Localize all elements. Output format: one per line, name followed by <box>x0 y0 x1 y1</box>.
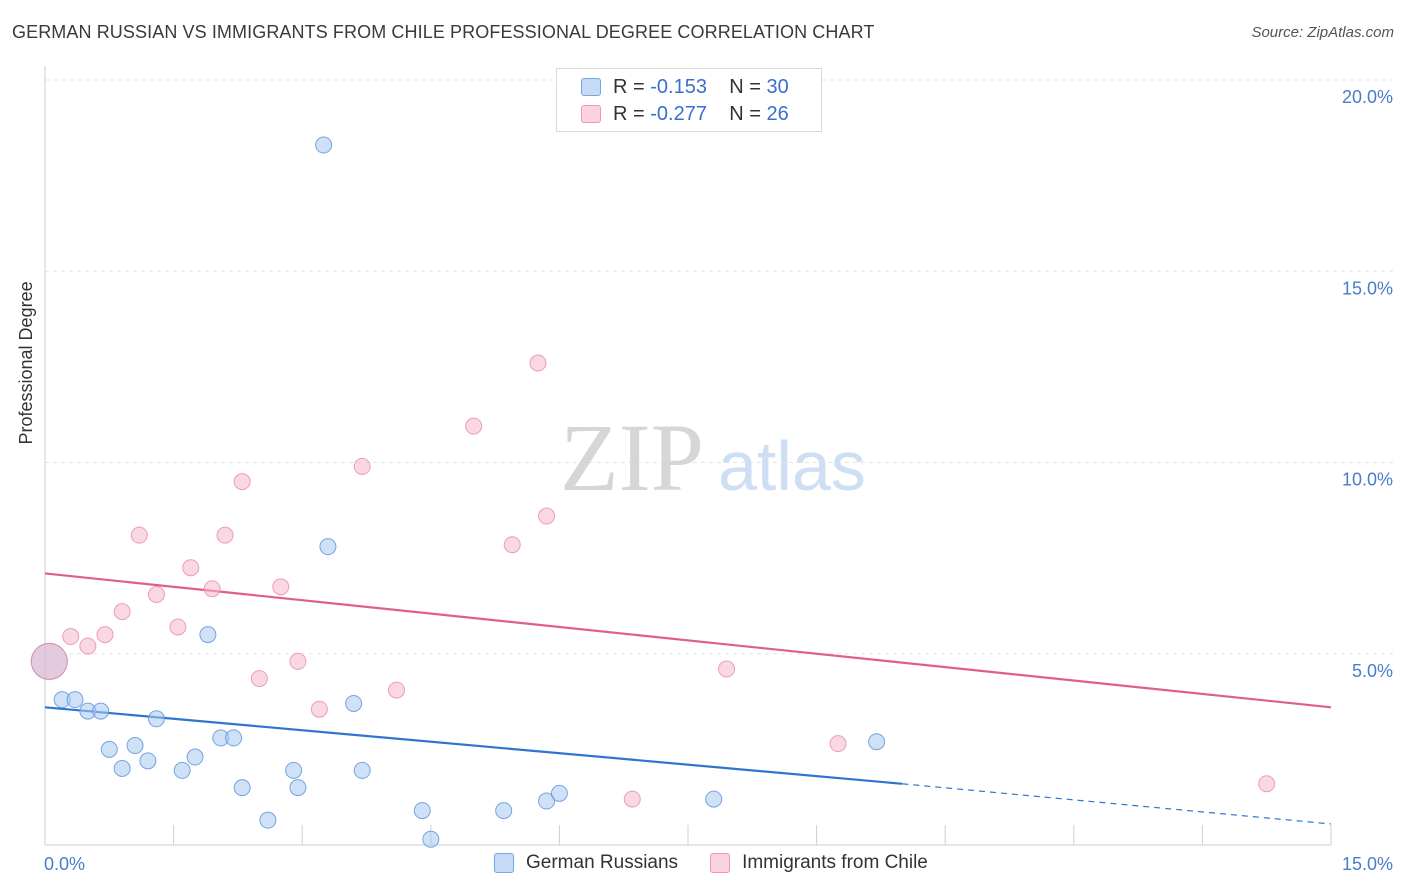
legend-r-label: R = <box>613 75 651 98</box>
y-tick-label: 5.0% <box>1352 661 1393 681</box>
data-point <box>285 761 303 779</box>
data-point <box>169 618 187 636</box>
watermark-zip: ZIP <box>560 404 704 511</box>
data-point <box>182 559 200 577</box>
data-point <box>147 710 165 728</box>
legend-swatch-pink <box>710 853 731 873</box>
legend-label: German Russians <box>526 852 679 873</box>
tick-labels: 5.0% 10.0% 15.0% 20.0% 0.0% 15.0% <box>44 87 1393 874</box>
data-point <box>30 642 68 680</box>
data-point <box>353 457 371 475</box>
legend-n-value: 30 <box>766 75 789 98</box>
watermark-atlas: atlas <box>718 427 866 505</box>
data-point <box>538 792 556 810</box>
data-point <box>92 702 110 720</box>
data-point <box>225 729 243 747</box>
data-point <box>388 681 406 699</box>
data-point <box>233 779 251 797</box>
data-point <box>272 578 290 596</box>
y-tick-label: 15.0% <box>1342 278 1393 298</box>
x-tick-label: 15.0% <box>1342 854 1393 874</box>
legend-item-immigrants-chile: Immigrants from Chile <box>710 852 928 874</box>
data-points <box>30 136 1276 848</box>
data-point <box>147 585 165 603</box>
data-point <box>319 538 337 556</box>
legend-n-label: N = <box>729 102 767 125</box>
legend-swatch-pink <box>581 105 601 123</box>
data-point <box>199 626 217 644</box>
correlation-legend: R = -0.153 N = 30 R = -0.277 N = 26 <box>556 68 822 132</box>
data-point <box>289 779 307 797</box>
legend-r-value: -0.277 <box>650 102 707 125</box>
data-point <box>465 417 483 435</box>
legend-n-label: N = <box>729 75 767 98</box>
y-tick-label: 10.0% <box>1342 470 1393 490</box>
data-point <box>422 830 440 848</box>
data-point <box>139 752 157 770</box>
grid-lines <box>45 79 1393 655</box>
legend-item-german-russians: German Russians <box>494 852 678 874</box>
data-point <box>413 802 431 820</box>
series-legend: German Russians Immigrants from Chile <box>494 852 960 874</box>
data-point <box>529 354 547 372</box>
legend-swatch-blue <box>494 853 514 873</box>
data-point <box>550 784 568 802</box>
data-point <box>1258 775 1276 793</box>
trend-line-extension <box>902 783 1332 825</box>
data-point <box>113 603 131 621</box>
data-point <box>113 760 131 777</box>
data-point <box>250 670 268 688</box>
data-point <box>233 473 251 491</box>
data-point <box>100 740 118 758</box>
data-point <box>503 536 521 554</box>
data-point <box>495 802 513 820</box>
trend-lines <box>44 572 1332 825</box>
data-point <box>216 526 234 544</box>
data-point <box>126 737 144 755</box>
legend-n-value: 26 <box>766 102 789 125</box>
legend-swatch-blue <box>581 78 601 96</box>
data-point <box>345 694 363 712</box>
chart-title: GERMAN RUSSIAN VS IMMIGRANTS FROM CHILE … <box>12 22 875 42</box>
data-point <box>259 811 277 829</box>
data-point <box>868 733 886 751</box>
y-tick-label: 20.0% <box>1342 87 1393 107</box>
legend-r-value: -0.153 <box>650 75 707 98</box>
legend-row-german-russians: R = -0.153 N = 30 <box>581 74 789 100</box>
data-point <box>203 580 221 598</box>
data-point <box>173 761 191 779</box>
data-point <box>186 748 204 766</box>
axes <box>44 66 1332 846</box>
legend-row-immigrants-chile: R = -0.277 N = 26 <box>581 101 789 127</box>
data-point <box>829 735 847 753</box>
data-point <box>718 660 736 678</box>
data-point <box>289 652 307 670</box>
data-point <box>79 637 97 655</box>
data-point <box>353 761 371 779</box>
data-point <box>538 507 556 525</box>
data-point <box>310 700 328 718</box>
data-point <box>705 790 723 808</box>
legend-r-label: R = <box>613 102 651 125</box>
watermark: ZIP atlas <box>560 404 866 511</box>
legend-label: Immigrants from Chile <box>742 852 928 873</box>
data-point <box>66 691 84 709</box>
data-point <box>130 526 148 544</box>
data-point <box>315 136 333 154</box>
data-point <box>96 626 114 644</box>
data-point <box>62 628 80 646</box>
x-tick-label: 0.0% <box>44 854 85 874</box>
source-label: Source: ZipAtlas.com <box>1251 24 1394 41</box>
trend-line <box>44 572 1332 709</box>
data-point <box>623 790 641 808</box>
trend-line <box>44 706 903 785</box>
